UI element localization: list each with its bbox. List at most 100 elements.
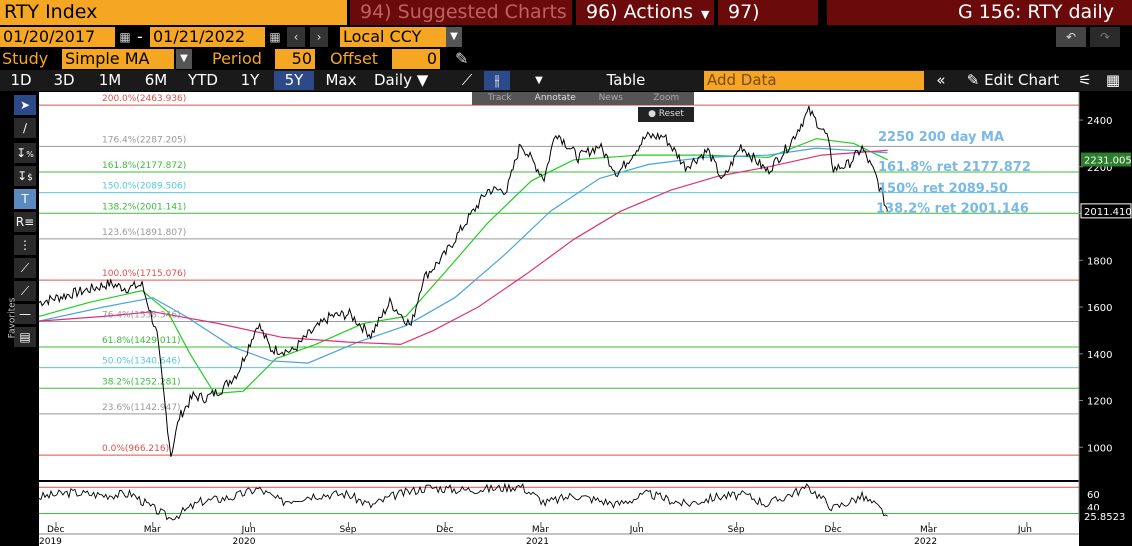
x-month-label: Mar bbox=[532, 525, 549, 535]
reset-label: Reset bbox=[658, 109, 684, 119]
fib-level-label: 61.8%(1429.011) bbox=[102, 336, 181, 346]
rsi-tick-label: 40 bbox=[1087, 503, 1100, 514]
x-month-label: Dec bbox=[47, 525, 64, 535]
y-tick-label: 1000 bbox=[1087, 443, 1112, 454]
chart-id-title: G 156: RTY daily bbox=[827, 0, 1132, 25]
period-1y-button[interactable]: 1Y bbox=[240, 71, 260, 89]
chart-settings-icon[interactable]: ⚟ bbox=[1078, 71, 1092, 89]
period-5y-button[interactable]: 5Y bbox=[274, 71, 314, 90]
text-tool-icon[interactable]: T bbox=[14, 189, 36, 209]
security-field[interactable]: RTY Index bbox=[0, 0, 347, 25]
study-bar: Study Simple MA ▼ Period 50 Offset 0 ✎ bbox=[0, 48, 1132, 70]
frequency-select[interactable]: Daily ▼ bbox=[368, 71, 444, 90]
dollar-label: $ bbox=[27, 173, 33, 183]
redo-icon[interactable]: ↷ bbox=[1090, 27, 1120, 47]
x-month-label: Sep bbox=[728, 525, 745, 535]
x-month-label: Mar bbox=[920, 525, 937, 535]
trendline-tool-icon[interactable]: ⟋ bbox=[14, 258, 36, 278]
x-month-label: Jun bbox=[241, 525, 256, 535]
x-month-label: Sep bbox=[339, 525, 356, 535]
offset-input[interactable]: 0 bbox=[392, 49, 440, 69]
calendar-icon[interactable]: ▦ bbox=[266, 27, 284, 47]
collapse-icon[interactable]: « bbox=[936, 71, 946, 89]
period-3d-button[interactable]: 3D bbox=[53, 71, 75, 89]
study-select[interactable]: Simple MA bbox=[62, 49, 174, 69]
chevron-down-icon[interactable]: ▼ bbox=[176, 49, 192, 69]
pen-icon[interactable]: ✎ bbox=[455, 49, 469, 68]
dollar-tool-icon[interactable]: ↧$ bbox=[14, 166, 36, 186]
mini-toolbar: Track Annotate News Zoom bbox=[472, 92, 694, 105]
study-label: Study bbox=[2, 49, 49, 68]
add-data-input[interactable]: Add Data bbox=[704, 71, 924, 90]
fib-level-label: 200.0%(2463.936) bbox=[102, 94, 186, 104]
y-tick-label: 1800 bbox=[1087, 256, 1112, 267]
fib-level-label: 176.4%(2287.205) bbox=[102, 135, 186, 145]
period-ytd-button[interactable]: YTD bbox=[188, 71, 218, 89]
track-button[interactable]: Track bbox=[487, 93, 512, 103]
period-1d-button[interactable]: 1D bbox=[10, 71, 32, 89]
chevron-down-icon[interactable]: ▼ bbox=[446, 27, 462, 47]
chart-annotation: 150% ret 2089.50 bbox=[878, 182, 1008, 197]
pattern-tool-icon[interactable]: ▤ bbox=[14, 327, 36, 347]
fib-level-label: 23.6%(1142.947) bbox=[102, 403, 181, 413]
offset-label: Offset bbox=[330, 49, 379, 68]
fib-level-label: 161.8%(2177.872) bbox=[102, 161, 186, 171]
period-label: Period bbox=[212, 49, 262, 68]
ma200-line bbox=[38, 149, 888, 346]
prev-arrow-icon[interactable]: ‹ bbox=[287, 27, 305, 47]
fib-level-label: 123.6%(1891.807) bbox=[102, 228, 186, 238]
date-range-bar: 01/20/2017 ▦ - 01/21/2022 ▦ ‹ › Local CC… bbox=[0, 26, 1132, 48]
bar-chart-icon[interactable]: ⫲ bbox=[484, 71, 510, 90]
chevron-down-icon[interactable]: ▼ bbox=[535, 75, 543, 86]
currency-select[interactable]: Local CCY bbox=[340, 27, 446, 47]
ma-value-tag bbox=[1081, 152, 1131, 167]
zoom-button[interactable]: Zoom bbox=[653, 93, 680, 103]
cursor-icon[interactable]: ➤ bbox=[14, 95, 36, 115]
reset-button[interactable]: ● Reset bbox=[638, 107, 694, 122]
table-button[interactable]: Table bbox=[606, 71, 646, 89]
period-1m-button[interactable]: 1M bbox=[98, 71, 122, 89]
suggested-charts-tab[interactable]: 94) Suggested Charts bbox=[350, 0, 572, 25]
actions-menu[interactable]: 96) Actions ▼ bbox=[576, 0, 714, 25]
date-to-input[interactable]: 01/21/2022 bbox=[150, 27, 265, 47]
rsi-value-label: 25.8523 bbox=[1084, 512, 1125, 523]
chart-annotation: 161.8% ret 2177.872 bbox=[878, 160, 1031, 175]
period-max-button[interactable]: Max bbox=[325, 71, 357, 89]
rsi-value-tag bbox=[1081, 510, 1131, 523]
x-month-label: Jun bbox=[629, 525, 644, 535]
chart-annotation: 2250 200 day MA bbox=[878, 130, 1004, 145]
period-6m-button[interactable]: 6M bbox=[144, 71, 168, 89]
price-series-line bbox=[38, 105, 889, 457]
channel-tool-icon[interactable]: ⋮ bbox=[14, 235, 36, 255]
layout-icon[interactable]: ▦ bbox=[1105, 71, 1121, 89]
ray-tool-icon[interactable]: ⟋ bbox=[14, 281, 36, 301]
fib-level-label: 50.0%(1340.646) bbox=[102, 357, 181, 367]
fib-level-label: 100.0%(1715.076) bbox=[102, 269, 186, 279]
news-button[interactable]: News bbox=[598, 93, 623, 103]
y-tick-label: 1600 bbox=[1087, 303, 1112, 314]
x-month-label: Dec bbox=[824, 525, 841, 535]
rsi-line bbox=[38, 482, 888, 521]
last-price-label: 2011.410 bbox=[1084, 207, 1132, 218]
calendar-icon[interactable]: ▦ bbox=[116, 27, 134, 47]
drawing-sidebar: ➤ ∕ ↧% ↧$ T R≡ ⋮ ⟋ ⟋ — ▤ Favorites bbox=[0, 91, 38, 546]
hline-tool-icon[interactable]: — bbox=[14, 304, 36, 324]
y-tick-label: 1200 bbox=[1087, 397, 1112, 408]
line-draw-icon[interactable]: ∕ bbox=[14, 118, 36, 138]
percent-tool-icon[interactable]: ↧% bbox=[14, 143, 36, 163]
date-from-input[interactable]: 01/20/2017 bbox=[0, 27, 115, 47]
x-year-label: 2019 bbox=[39, 537, 62, 546]
retracement-tool-icon[interactable]: R≡ bbox=[14, 212, 36, 232]
chart-plot-area bbox=[39, 92, 1079, 480]
date-separator: - bbox=[137, 27, 143, 46]
line-chart-icon[interactable]: ⟋ bbox=[461, 71, 473, 89]
rsi-tick-label: 60 bbox=[1087, 490, 1100, 501]
period-input[interactable]: 50 bbox=[275, 49, 315, 69]
percent-label: % bbox=[26, 150, 34, 159]
edit-chart-button[interactable]: ✎ Edit Chart bbox=[958, 71, 1068, 90]
annotate-button[interactable]: Annotate bbox=[534, 93, 576, 103]
rsi-plot-area bbox=[39, 482, 1079, 522]
next-arrow-icon[interactable]: › bbox=[310, 27, 328, 47]
undo-icon[interactable]: ↶ bbox=[1056, 27, 1086, 47]
